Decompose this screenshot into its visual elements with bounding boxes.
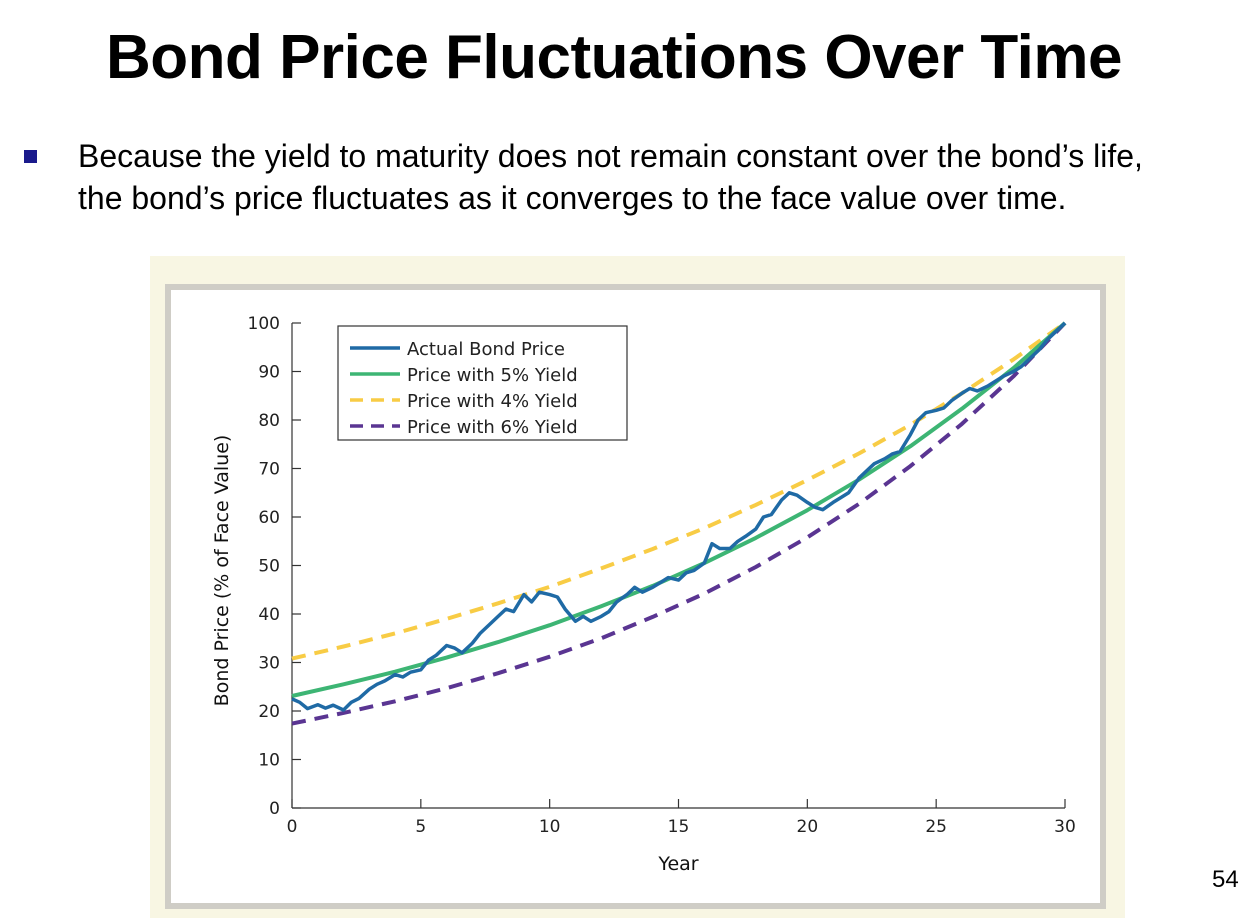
series-line-actual-bond-price	[291, 321, 1067, 712]
y-tick-label: 50	[258, 557, 280, 577]
y-tick-label: 90	[258, 363, 280, 383]
slide-title: Bond Price Fluctuations Over Time	[106, 23, 1122, 92]
y-tick-label: 60	[258, 508, 280, 528]
y-tick-label: 70	[258, 460, 280, 480]
x-tick-label: 0	[287, 817, 298, 837]
chart-panel: 0 10 20 30 40 50 60 70 80 90 100 0 5 10 15 20 25 30 Year Bo…	[150, 256, 1125, 918]
legend-box	[337, 325, 628, 441]
legend-label: Actual Bond Price	[407, 339, 565, 360]
x-tick-label: 15	[668, 817, 690, 837]
chart-frame: 0 10 20 30 40 50 60 70 80 90 100 0 5 10 15 20 25 30 Year Bo…	[165, 284, 1106, 909]
x-tick-label: 25	[925, 817, 947, 837]
x-tick-label: 20	[797, 817, 819, 837]
y-tick-label: 10	[258, 751, 280, 771]
y-tick-label: 80	[258, 411, 280, 431]
x-tick-label: 10	[539, 817, 561, 837]
x-tick-label: 30	[1054, 817, 1076, 837]
y-tick-label: 40	[258, 605, 280, 625]
legend-label: Price with 5% Yield	[407, 365, 578, 386]
x-tick-label: 5	[415, 817, 426, 837]
y-axis-title: Bond Price (% of Face Value)	[211, 435, 233, 707]
y-tick-label: 0	[269, 799, 280, 819]
legend-label: Price with 4% Yield	[407, 391, 578, 412]
bullet-text: Because the yield to maturity does not r…	[78, 138, 1143, 216]
page-number: 54	[1212, 866, 1239, 893]
square-bullet-icon	[24, 150, 37, 163]
series-line-price-with-5-yield	[291, 321, 1067, 698]
y-tick-label: 20	[258, 702, 280, 722]
y-tick-label: 30	[258, 654, 280, 674]
y-tick-label: 100	[248, 314, 280, 334]
bond-price-chart: 0 10 20 30 40 50 60 70 80 90 100 0 5 10 15 20 25 30 Year Bo…	[211, 314, 1076, 875]
legend-label: Price with 6% Yield	[407, 417, 578, 438]
x-axis-title: Year	[657, 853, 698, 875]
